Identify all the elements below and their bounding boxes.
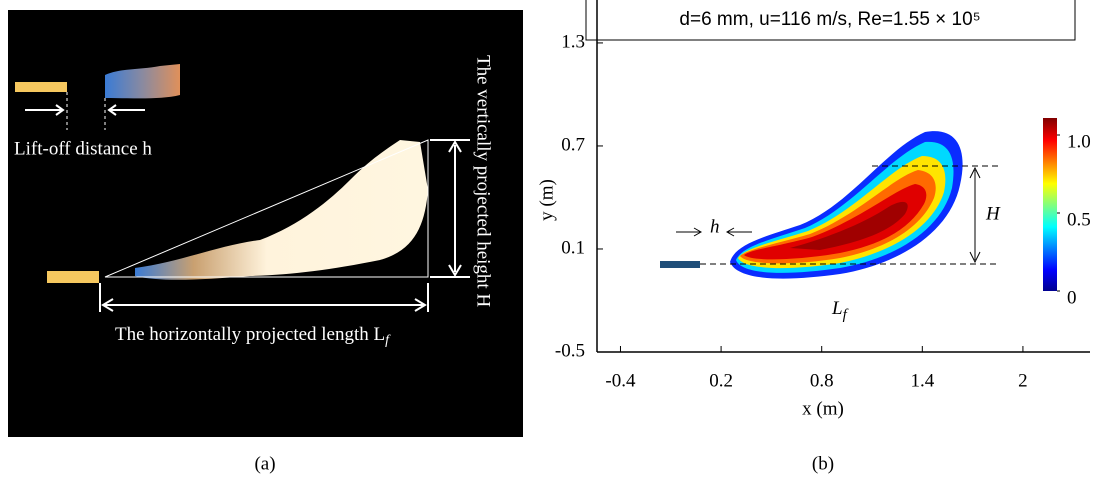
panel-b: H h Lf d=6 mm, u=116 m/s, Re=1.55 × 10⁵ …	[536, 0, 1076, 474]
length-text: The horizontally projected length L	[115, 324, 385, 345]
panel-a: Lift-off distance h The horizontally pro…	[8, 10, 523, 474]
y-tick-label: 1.3	[561, 31, 585, 52]
flame	[135, 140, 428, 280]
level-dark	[790, 201, 908, 250]
nozzle	[47, 271, 99, 283]
H-arrow	[969, 166, 981, 264]
L-label: Lf	[831, 298, 849, 323]
h-arrow	[676, 227, 752, 237]
title-box	[585, 0, 1076, 41]
h-label: h	[710, 216, 720, 237]
lifted-flame	[105, 64, 180, 99]
panel-label: (a)	[254, 453, 275, 474]
colorbar	[1043, 118, 1057, 291]
panel-label: (b)	[812, 453, 834, 474]
length-sub: f	[385, 333, 391, 348]
height-label: The vertically projected height H	[473, 55, 494, 307]
length-arrow	[99, 283, 429, 312]
colorbar-tick-label: 1.0	[1067, 131, 1091, 152]
contour	[730, 131, 963, 279]
L-text: L	[831, 298, 843, 319]
nozzle	[660, 261, 700, 268]
nozzle	[15, 82, 67, 92]
x-axis-label: x (m)	[802, 398, 844, 419]
y-axis-label: y (m)	[536, 179, 557, 221]
colorbar-tick-label: 0	[1067, 287, 1077, 308]
level-red	[744, 184, 927, 260]
x-tick-label: -0.4	[605, 370, 636, 391]
L-sub: f	[843, 307, 849, 323]
level-orange	[740, 170, 936, 264]
dashes	[700, 165, 1000, 265]
y-tick-label: 0.1	[561, 237, 585, 258]
x-tick-label: 1.4	[910, 370, 934, 391]
H-label: H	[985, 203, 1001, 224]
triangle	[104, 139, 429, 278]
x-tick-label: 2	[1018, 370, 1028, 391]
chart-title: d=6 mm, u=116 m/s, Re=1.55 × 10⁵	[679, 9, 980, 30]
length-label: The horizontally projected length Lf	[115, 324, 391, 348]
colorbar-tick-label: 0.5	[1067, 209, 1091, 230]
photo-background	[8, 10, 523, 437]
y-tick-label: -0.5	[555, 340, 585, 361]
x-tick-label: 0.2	[709, 370, 733, 391]
liftoff-label: Lift-off distance h	[14, 138, 152, 159]
h-arrows	[25, 104, 145, 116]
y-tick-label: 0.7	[561, 134, 585, 155]
x-tick-label: 0.8	[810, 370, 834, 391]
height-arrow	[430, 139, 470, 278]
